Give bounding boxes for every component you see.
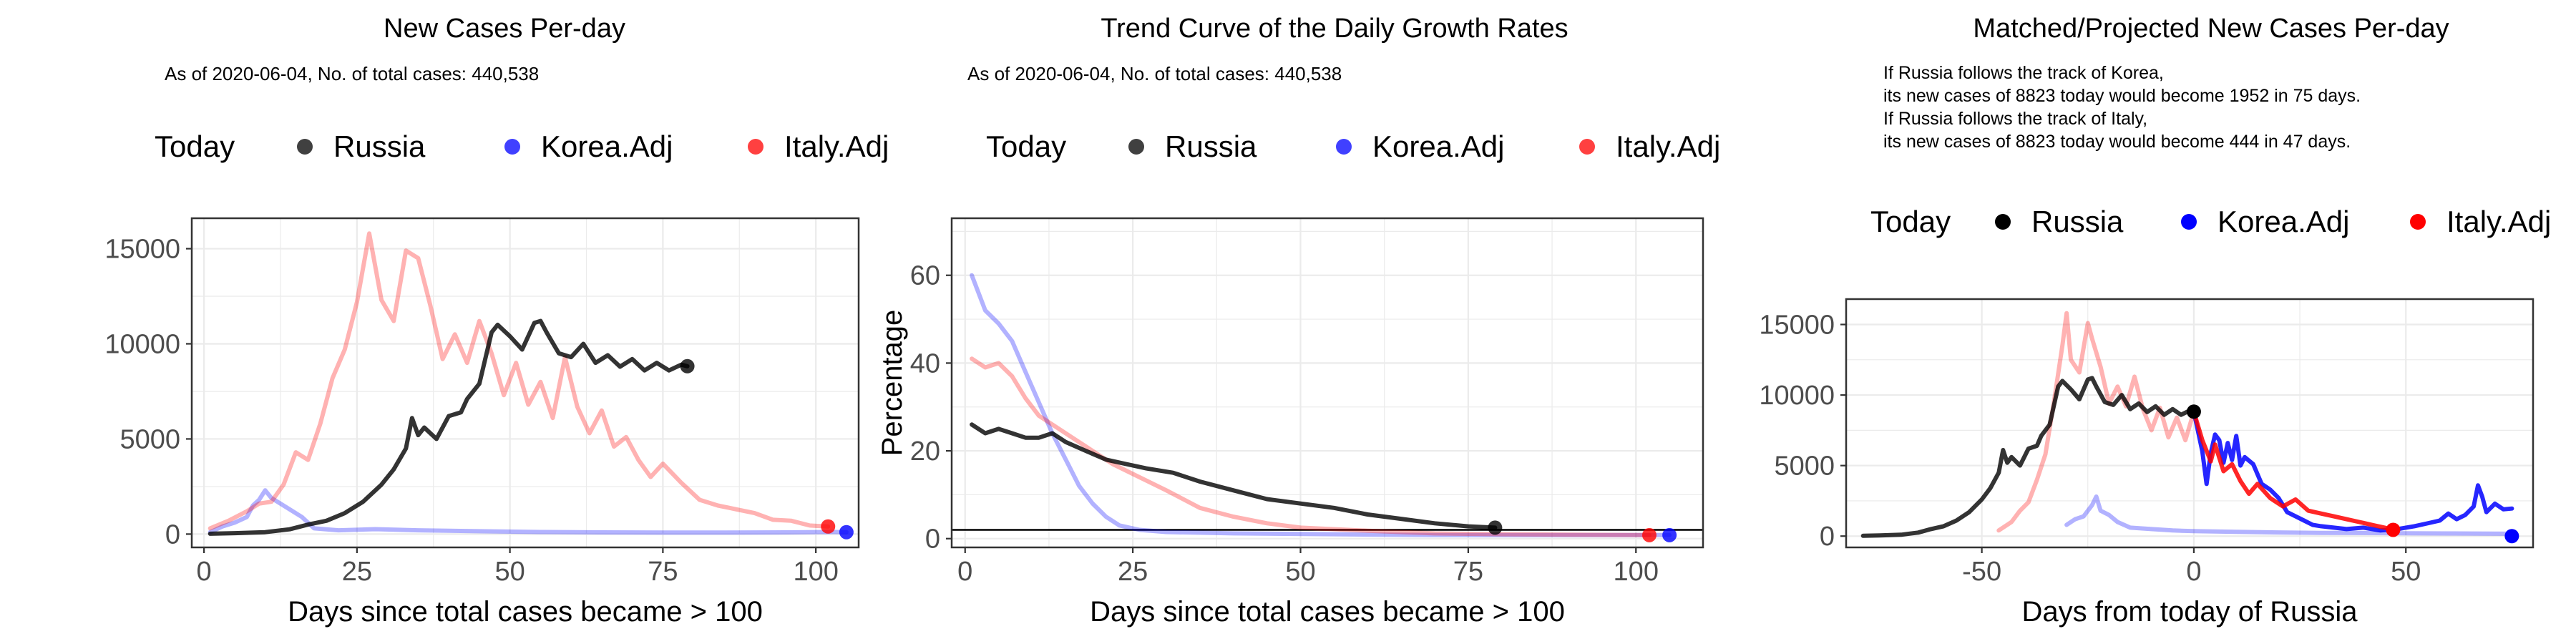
legend-key-russia [297,139,313,155]
plot-area [1846,299,2533,547]
series-line-korea-adj [970,273,1672,537]
chart-subtitle: As of 2020-06-04, No. of total cases: 44… [165,63,539,84]
series-line-italy-adj [970,356,1652,537]
x-tick-label: 75 [1453,557,1483,587]
y-tick-label: 10000 [1759,381,1835,411]
y-tick-label: 5000 [1774,452,1835,482]
legend-key-italy-adj [1579,139,1595,155]
x-tick-label: -50 [1962,557,2001,587]
chart-title: Trend Curve of the Daily Growth Rates [1101,14,1568,44]
chart-subtitle: As of 2020-06-04, No. of total cases: 44… [967,63,1342,84]
today-point-italy-adj [821,519,836,534]
legend-key-korea-adj [2181,214,2197,230]
chart-note: its new cases of 8823 today would become… [1883,132,2351,152]
chart-legend: Today Russia Korea.Adj Italy.Adj [155,130,889,163]
plot-background [952,218,1703,547]
chart-legend: Today Russia Korea.Adj Italy.Adj [1870,205,2551,238]
legend-title: Today [155,130,235,163]
x-tick-label: 100 [793,557,838,587]
chart-legend: Today Russia Korea.Adj Italy.Adj [986,130,1720,163]
legend-key-korea-adj [1336,139,1352,155]
today-point-russia [1488,520,1503,535]
x-tick-label: 0 [957,557,972,587]
y-tick-label: 15000 [104,235,180,265]
x-tick-label: 0 [2186,557,2201,587]
series-line-russia [208,318,690,536]
x-tick-label: 25 [342,557,372,587]
plot-area [192,218,859,547]
x-axis-label: Days since total cases became > 100 [1090,596,1565,628]
today-point-korea-adj [1662,527,1677,542]
series-line-russia [1860,376,2196,538]
plot-area [952,218,1703,547]
x-axis-label: Days from today of Russia [2021,596,2358,628]
legend-label: Korea.Adj [541,130,673,163]
legend-title: Today [1870,205,1951,238]
projection-line-italy-adj [2191,409,2396,532]
x-tick-label: 50 [1285,557,1315,587]
legend-title: Today [986,130,1066,163]
series-line-russia [970,422,1498,530]
y-tick-label: 15000 [1759,310,1835,340]
x-tick-label: 25 [1118,557,1148,587]
legend-label: Korea.Adj [1372,130,1504,163]
x-tick-label: 0 [197,557,212,587]
y-tick-label: 0 [1820,522,1835,552]
today-point-italy-adj [1642,527,1657,542]
plot-background [1846,299,2533,547]
projection-line-korea-adj [2191,409,2514,533]
legend-label: Korea.Adj [2218,205,2349,238]
y-tick-label: 0 [165,519,180,550]
plot-border [950,217,1704,549]
chart-panel-2: Trend Curve of the Daily Growth Rates As … [877,14,1720,628]
legend-label: Russia [333,130,426,163]
x-axis-label: Days since total cases became > 100 [288,596,763,628]
y-tick-label: 20 [910,436,940,467]
series-line-italy-adj [208,231,831,531]
today-point-korea-adj [2504,529,2519,544]
x-tick-label: 50 [2391,557,2421,587]
legend-key-korea-adj [504,139,520,155]
y-tick-label: 0 [925,525,940,555]
today-point-russia [680,358,695,374]
today-point-korea-adj [839,525,854,540]
plot-background [192,218,859,547]
x-tick-label: 100 [1614,557,1659,587]
chart-panel-1: New Cases Per-day As of 2020-06-04, No. o… [104,14,889,628]
legend-label: Russia [2031,205,2124,238]
today-point-russia [2186,404,2201,419]
legend-label: Italy.Adj [1616,130,1720,163]
legend-key-russia [1128,139,1144,155]
plot-border [1845,298,2534,549]
legend-key-italy-adj [2410,214,2426,230]
legend-key-italy-adj [748,139,763,155]
chart-note: its new cases of 8823 today would become… [1883,86,2361,106]
chart-title: Matched/Projected New Cases Per-day [1973,14,2449,44]
plot-border [190,217,860,549]
chart-title: New Cases Per-day [384,14,625,44]
x-tick-label: 50 [494,557,525,587]
y-axis-label: Percentage [877,310,908,457]
legend-label: Italy.Adj [2446,205,2551,238]
legend-label: Russia [1165,130,1257,163]
chart-panel-3: Matched/Projected New Cases Per-day If Ru… [1759,14,2551,628]
series-line-korea-adj [208,488,849,535]
legend-label: Italy.Adj [784,130,889,163]
today-point-italy-adj [2386,522,2401,537]
y-tick-label: 10000 [104,329,180,359]
x-tick-label: 75 [648,557,678,587]
y-tick-label: 40 [910,348,940,379]
y-tick-label: 60 [910,261,940,291]
chart-note: If Russia follows the track of Korea, [1883,63,2164,83]
y-tick-label: 5000 [119,424,180,454]
chart-note: If Russia follows the track of Italy, [1883,109,2147,129]
legend-key-russia [1995,214,2011,230]
